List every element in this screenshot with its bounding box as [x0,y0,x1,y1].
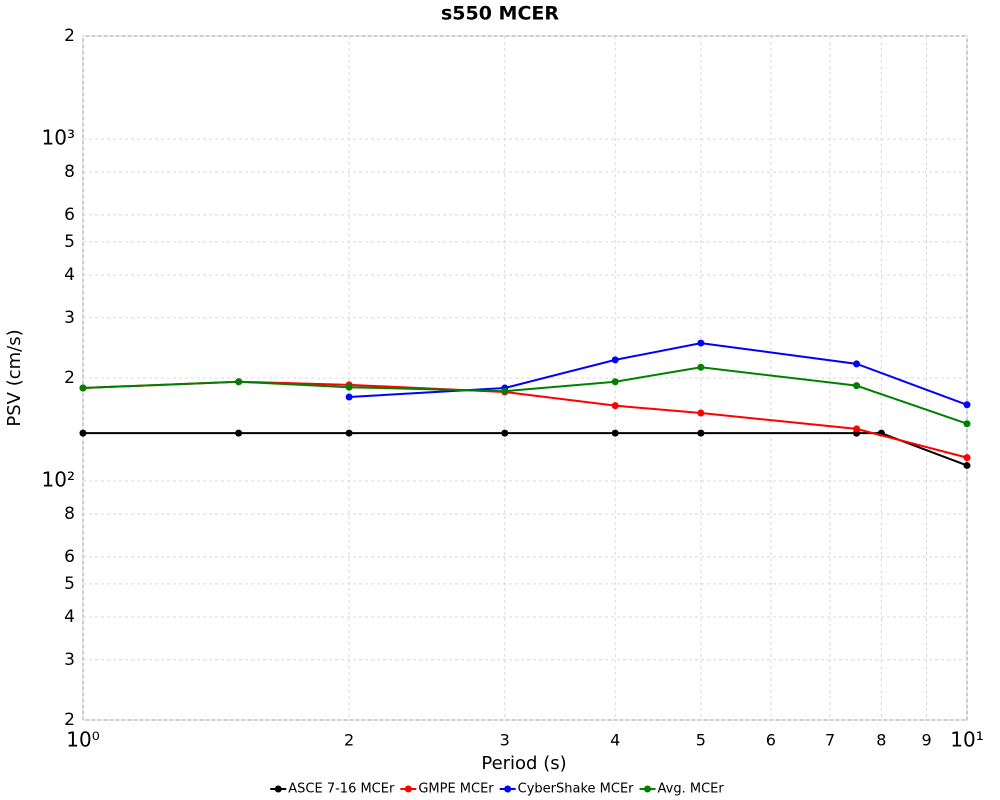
y-tick-label: 8 [64,504,75,524]
y-tick-label: 5 [64,232,75,252]
y-tick-label: 6 [64,205,75,225]
x-tick-label: 6 [766,731,776,750]
x-tick-label: 3 [500,731,510,750]
data-point [235,429,243,437]
data-point [611,378,619,386]
y-tick-label: 8 [64,162,75,182]
x-tick-label: 2 [344,731,354,750]
y-axis-label: PSV (cm/s) [4,329,25,426]
legend-marker [644,785,652,793]
y-tick-label: 2 [64,26,75,46]
x-tick-label: 8 [876,731,886,750]
y-tick-label: 2 [64,710,75,730]
legend-marker [274,785,282,793]
data-point [963,420,971,428]
y-tick-label: 5 [64,574,75,594]
y-tick-label: 4 [64,607,75,627]
y-tick-label: 3 [64,308,75,328]
chart-title: s550 MCER [441,3,559,25]
x-tick-label: 10¹ [950,728,983,752]
x-axis-label: Period (s) [481,753,566,774]
legend-marker [504,785,512,793]
plot-area [82,35,968,721]
y-tick-label: 10³ [42,125,75,149]
data-point [611,356,619,364]
legend-label: GMPE MCEr [418,782,494,797]
legend-label: ASCE 7-16 MCEr [288,782,395,797]
series-line [82,366,968,425]
data-point [853,360,861,368]
x-tick-label: 4 [610,731,620,750]
data-point [963,454,971,462]
data-point [697,363,705,371]
legend-label: Avg. MCEr [658,782,725,797]
legend-marker [404,785,412,793]
y-tick-label: 2 [64,368,75,388]
data-point [345,393,353,401]
data-point [79,384,87,392]
x-tick-label: 5 [696,731,706,750]
x-tick-label: 9 [921,731,931,750]
data-point [345,429,353,437]
data-point [697,429,705,437]
data-point [963,401,971,409]
data-point [963,461,971,469]
data-point [611,429,619,437]
data-point [79,429,87,437]
y-tick-label: 10² [42,467,75,491]
legend-label: CyberShake MCEr [518,782,635,797]
x-tick-label: 7 [825,731,835,750]
data-point [853,425,861,433]
y-tick-label: 6 [64,547,75,567]
data-point [697,409,705,417]
data-point [853,382,861,390]
series-line [349,342,968,406]
y-tick-label: 3 [64,650,75,670]
y-tick-label: 4 [64,265,75,285]
x-tick-label: 10⁰ [66,728,99,752]
data-point [501,387,509,395]
data-point [235,378,243,386]
data-point [697,339,705,347]
data-point [501,429,509,437]
data-point [345,383,353,391]
data-point [611,402,619,410]
